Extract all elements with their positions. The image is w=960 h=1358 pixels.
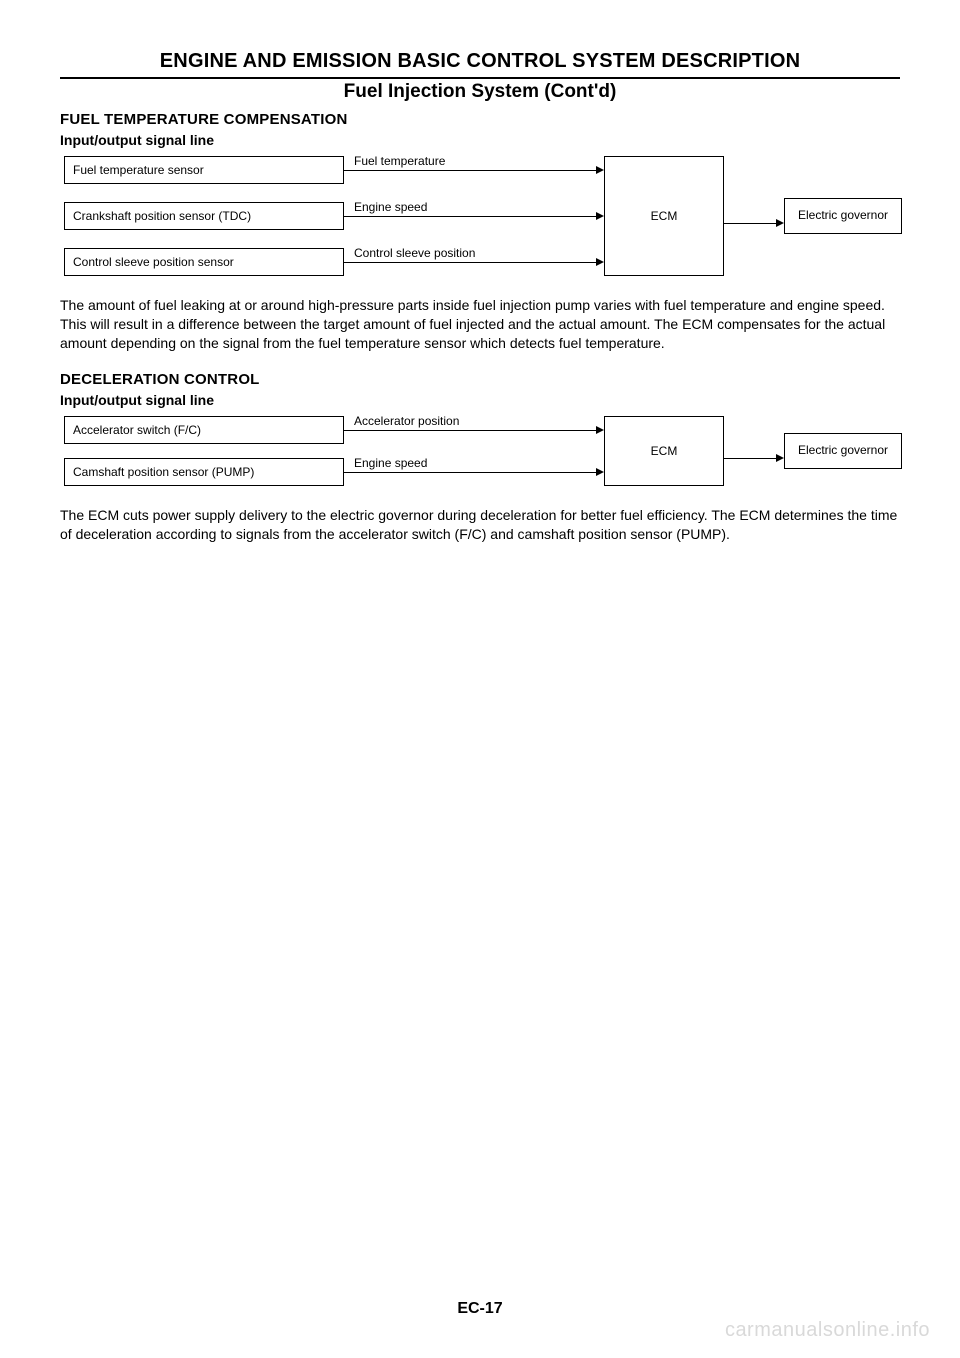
- watermark: carmanualsonline.info: [725, 1319, 930, 1342]
- node-accelerator-switch: Accelerator switch (F/C): [64, 416, 344, 444]
- edge-label: Fuel temperature: [354, 154, 445, 168]
- node-label: Accelerator switch (F/C): [73, 423, 201, 437]
- node-label: Electric governor: [798, 444, 888, 458]
- node-label: Control sleeve position sensor: [73, 255, 234, 269]
- page: ENGINE AND EMISSION BASIC CONTROL SYSTEM…: [0, 0, 960, 1358]
- arrowhead-icon: [776, 454, 784, 462]
- node-electric-governor: Electric governor: [784, 198, 902, 234]
- edge-line: [724, 223, 776, 224]
- edge-line: [344, 216, 596, 217]
- edge-label: Control sleeve position: [354, 246, 475, 260]
- node-ecm: ECM: [604, 156, 724, 276]
- arrowhead-icon: [596, 426, 604, 434]
- node-label: ECM: [651, 209, 678, 223]
- title-block: ENGINE AND EMISSION BASIC CONTROL SYSTEM…: [60, 50, 900, 103]
- node-label: Crankshaft position sensor (TDC): [73, 209, 251, 223]
- edge-label: Accelerator position: [354, 414, 459, 428]
- section1-heading: FUEL TEMPERATURE COMPENSATION: [60, 111, 900, 128]
- edge-line: [344, 170, 596, 171]
- section2-body: The ECM cuts power supply delivery to th…: [60, 506, 900, 544]
- section1-body: The amount of fuel leaking at or around …: [60, 296, 900, 353]
- node-crankshaft-sensor: Crankshaft position sensor (TDC): [64, 202, 344, 230]
- section1-subheading: Input/output signal line: [60, 132, 900, 148]
- node-control-sleeve-sensor: Control sleeve position sensor: [64, 248, 344, 276]
- edge-line: [344, 472, 596, 473]
- edge-label: Engine speed: [354, 456, 427, 470]
- node-label: Camshaft position sensor (PUMP): [73, 465, 254, 479]
- node-ecm: ECM: [604, 416, 724, 486]
- diagram-fuel-temp: Fuel temperature sensor Crankshaft posit…: [64, 156, 904, 286]
- node-label: Electric governor: [798, 209, 888, 223]
- arrowhead-icon: [596, 166, 604, 174]
- edge-line: [344, 262, 596, 263]
- node-electric-governor: Electric governor: [784, 433, 902, 469]
- node-fuel-temp-sensor: Fuel temperature sensor: [64, 156, 344, 184]
- arrowhead-icon: [596, 212, 604, 220]
- section2-heading: DECELERATION CONTROL: [60, 371, 900, 388]
- subtitle: Fuel Injection System (Cont'd): [60, 81, 900, 103]
- section2-subheading: Input/output signal line: [60, 392, 900, 408]
- edge-line: [724, 458, 776, 459]
- edge-label: Engine speed: [354, 200, 427, 214]
- node-label: ECM: [651, 444, 678, 458]
- diagram-deceleration: Accelerator switch (F/C) Camshaft positi…: [64, 416, 904, 496]
- arrowhead-icon: [596, 258, 604, 266]
- arrowhead-icon: [776, 219, 784, 227]
- page-number: EC-17: [0, 1300, 960, 1318]
- edge-line: [344, 430, 596, 431]
- arrowhead-icon: [596, 468, 604, 476]
- node-label: Fuel temperature sensor: [73, 163, 204, 177]
- main-title: ENGINE AND EMISSION BASIC CONTROL SYSTEM…: [60, 50, 900, 79]
- node-camshaft-sensor: Camshaft position sensor (PUMP): [64, 458, 344, 486]
